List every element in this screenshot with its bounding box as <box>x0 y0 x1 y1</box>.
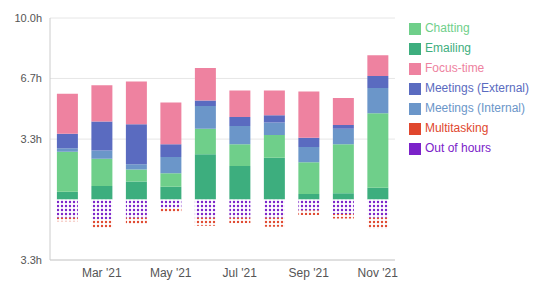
html-text:Meetings (External): Meetings (External) <box>425 81 529 95</box>
html-text:Multitasking: Multitasking <box>425 121 489 135</box>
html-text:Chatting: Chatting <box>425 21 470 35</box>
html-text:Emailing: Emailing <box>425 41 471 55</box>
svg-text:Jul '21: Jul '21 <box>223 266 258 280</box>
svg-text:Mar '21: Mar '21 <box>82 266 122 280</box>
svg-text:6.7h: 6.7h <box>21 72 42 84</box>
svg-text:10.0h: 10.0h <box>14 12 42 24</box>
svg-text:May '21: May '21 <box>150 266 192 280</box>
svg-text:3.3h: 3.3h <box>21 133 42 145</box>
svg-text:Sep '21: Sep '21 <box>289 266 330 280</box>
svg-text:3.3h: 3.3h <box>21 254 42 266</box>
svg-text:Nov '21: Nov '21 <box>358 266 399 280</box>
html-text:Focus-time: Focus-time <box>425 61 485 75</box>
html-text:Meetings (Internal): Meetings (Internal) <box>425 101 525 115</box>
html-text:Out of hours: Out of hours <box>425 141 491 155</box>
